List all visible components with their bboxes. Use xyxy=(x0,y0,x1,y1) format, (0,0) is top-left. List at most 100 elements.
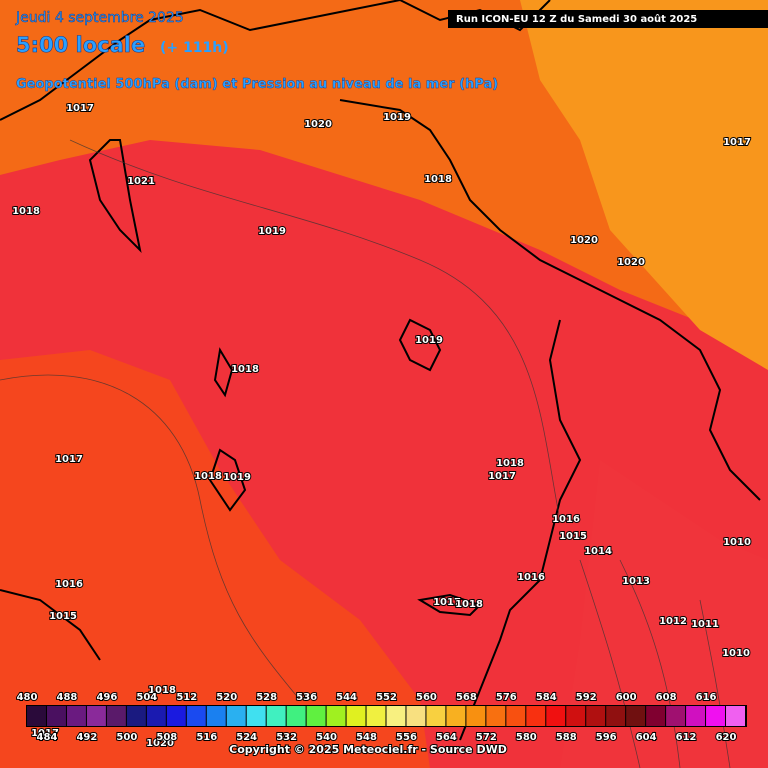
isobar-label: 1019 xyxy=(223,472,251,483)
isobar-label: 1012 xyxy=(659,616,687,627)
run-banner xyxy=(448,10,768,28)
isobar-label: 1011 xyxy=(691,619,719,630)
scale-swatch xyxy=(506,706,526,726)
scale-label-top: 560 xyxy=(416,692,437,703)
scale-label-bottom: 484 xyxy=(37,732,58,743)
coastlines xyxy=(0,0,761,741)
scale-label-top: 616 xyxy=(696,692,717,703)
scale-label-bottom: 604 xyxy=(636,732,657,743)
scale-swatch xyxy=(566,706,586,726)
isobar-label: 1017 xyxy=(433,597,461,608)
scale-swatch xyxy=(526,706,546,726)
lead-time: (+ 111h) xyxy=(160,40,229,56)
scale-label-top: 520 xyxy=(216,692,237,703)
scale-swatch xyxy=(346,706,366,726)
run-label: Run ICON-EU 12 Z du Samedi 30 août 2025 xyxy=(456,13,697,25)
isobar-label: 1017 xyxy=(723,137,751,148)
scale-swatch xyxy=(106,706,126,726)
isobar-label: 1018 xyxy=(496,458,524,469)
scale-swatch xyxy=(206,706,226,726)
scale-label-top: 512 xyxy=(176,692,197,703)
scale-label-top: 480 xyxy=(17,692,38,703)
scale-label-top: 576 xyxy=(496,692,517,703)
scale-label-top: 584 xyxy=(536,692,557,703)
scale-label-top: 544 xyxy=(336,692,357,703)
scale-label-top: 536 xyxy=(296,692,317,703)
scale-swatch xyxy=(586,706,606,726)
scale-swatch xyxy=(646,706,666,726)
scale-label-bottom: 612 xyxy=(676,732,697,743)
isobar-label: 1020 xyxy=(570,235,598,246)
scale-label-top: 552 xyxy=(376,692,397,703)
scale-label-top: 488 xyxy=(57,692,78,703)
isobar-label: 1016 xyxy=(517,572,545,583)
field-light-orange xyxy=(520,0,768,370)
isobar-label: 1017 xyxy=(66,103,94,114)
scale-swatch xyxy=(446,706,466,726)
isobar-label: 1017 xyxy=(55,454,83,465)
scale-swatch xyxy=(226,706,246,726)
isobar-label: 1018 xyxy=(194,471,222,482)
isobar-label: 1015 xyxy=(49,611,77,622)
time: 5:00 locale xyxy=(16,33,145,57)
isobar-label: 1014 xyxy=(584,546,612,557)
scale-label-top: 496 xyxy=(96,692,117,703)
scale-label-bottom: 540 xyxy=(316,732,337,743)
isobar-label: 1010 xyxy=(722,648,750,659)
scale-swatch xyxy=(326,706,346,726)
isobar-label: 1019 xyxy=(258,226,286,237)
isobars xyxy=(0,139,731,768)
scale-swatch xyxy=(66,706,86,726)
scale-swatch xyxy=(626,706,646,726)
isobar-label: 1018 xyxy=(455,599,483,610)
isobar-label: 1010 xyxy=(723,537,751,548)
isobar-label: 1019 xyxy=(383,112,411,123)
scale-label-top: 568 xyxy=(456,692,477,703)
scale-label-top: 504 xyxy=(136,692,157,703)
scale-swatch xyxy=(486,706,506,726)
scale-swatch xyxy=(366,706,386,726)
scale-swatch xyxy=(146,706,166,726)
scale-swatch xyxy=(46,706,66,726)
scale-label-bottom: 532 xyxy=(276,732,297,743)
isobar-label: 1015 xyxy=(559,531,587,542)
scale-label-bottom: 596 xyxy=(596,732,617,743)
isobar-label: 1018 xyxy=(231,364,259,375)
scale-label-top: 600 xyxy=(616,692,637,703)
scale-swatch xyxy=(546,706,566,726)
scale-label-bottom: 524 xyxy=(236,732,257,743)
isobar-label: 1020 xyxy=(146,738,174,749)
scale-swatch xyxy=(246,706,266,726)
field-red-east xyxy=(560,460,768,768)
scale-swatch xyxy=(266,706,286,726)
scale-label-bottom: 564 xyxy=(436,732,457,743)
isobar-label: 1016 xyxy=(552,514,580,525)
scale-swatch xyxy=(606,706,626,726)
scale-label-bottom: 548 xyxy=(356,732,377,743)
date: Jeudi 4 septembre 2025 xyxy=(15,10,184,26)
scale-swatch xyxy=(86,706,106,726)
copyright: Copyright © 2025 Meteociel.fr - Source D… xyxy=(229,743,507,756)
subtitle: Geopotentiel 500hPa (dam) et Pression au… xyxy=(16,77,498,92)
scale-swatch xyxy=(706,706,726,726)
scale-swatch xyxy=(726,706,745,726)
isobar-label: 1017 xyxy=(488,471,516,482)
scale-label-top: 608 xyxy=(656,692,677,703)
isobar-label: 1021 xyxy=(127,176,155,187)
scale-label-top: 592 xyxy=(576,692,597,703)
scale-swatch xyxy=(186,706,206,726)
scale-label-bottom: 572 xyxy=(476,732,497,743)
scale-swatch xyxy=(406,706,426,726)
scale-label-bottom: 580 xyxy=(516,732,537,743)
scale-swatch xyxy=(426,706,446,726)
isobar-label: 1013 xyxy=(622,576,650,587)
isobar-label: 1018 xyxy=(148,685,176,696)
scale-label-bottom: 500 xyxy=(116,732,137,743)
isobar-label: 1018 xyxy=(424,174,452,185)
isobar-label: 1020 xyxy=(617,257,645,268)
scale-label-bottom: 516 xyxy=(196,732,217,743)
scale-label-bottom: 508 xyxy=(156,732,177,743)
isobar-label: 1020 xyxy=(304,119,332,130)
